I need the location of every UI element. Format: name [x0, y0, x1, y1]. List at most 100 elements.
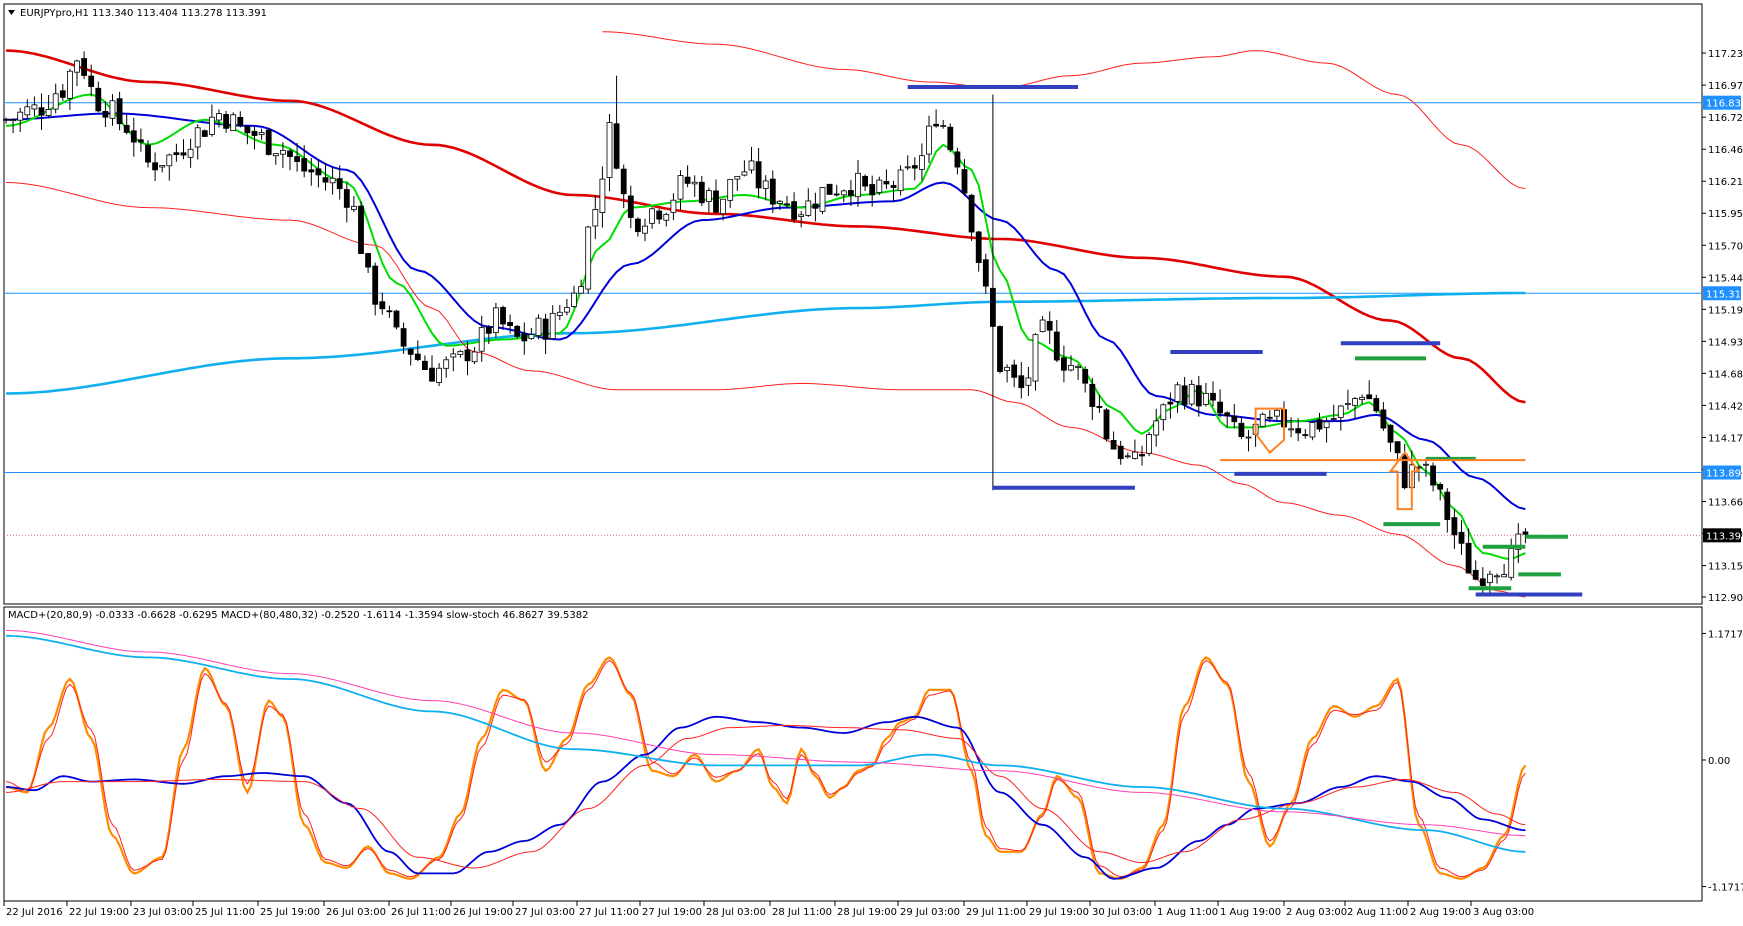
candle-body — [1195, 385, 1202, 407]
candle-body — [1224, 412, 1231, 417]
candle-body — [74, 60, 80, 73]
candle-body — [45, 109, 52, 116]
candle-body — [421, 360, 428, 370]
candle-body — [777, 200, 783, 204]
time-label: 22 Jul 2016 — [6, 907, 63, 918]
candle-body — [919, 155, 925, 170]
candle-body — [748, 160, 755, 171]
candle-body — [109, 100, 116, 119]
candle-body — [1373, 398, 1380, 412]
candle-body — [265, 129, 272, 155]
candle-body — [507, 322, 514, 326]
candle-body — [670, 199, 677, 213]
time-label: 22 Jul 19:00 — [69, 907, 129, 918]
triangle-down-icon[interactable] — [8, 10, 15, 15]
candle-body — [386, 310, 393, 313]
time-label: 1 Aug 19:00 — [1220, 907, 1281, 918]
candle-body — [741, 171, 748, 176]
symbol-info: EURJPYpro,H1 113.340 113.404 113.278 113… — [20, 8, 267, 19]
candle-body — [833, 193, 840, 196]
price-tick-label: 113.660 — [1708, 498, 1743, 509]
candle-body — [24, 106, 31, 116]
candle-body — [372, 265, 379, 305]
candle-body — [1110, 439, 1117, 450]
candle-body — [826, 183, 833, 195]
candle-body — [443, 359, 450, 369]
horizontal-lines-layer — [4, 102, 1702, 536]
candle-body — [578, 286, 584, 294]
candle-body — [1444, 491, 1451, 520]
candle-body — [883, 181, 890, 185]
candle-body — [542, 318, 549, 340]
indicator-info: MACD+(20,80,9) -0.0333 -0.6628 -0.6295 M… — [8, 610, 588, 621]
indicator-line — [5, 724, 1526, 869]
time-label: 27 Jul 03:00 — [515, 907, 575, 918]
candle-body — [201, 130, 208, 137]
candle-body — [322, 177, 329, 183]
candle-body — [791, 201, 797, 220]
price-badge — [1703, 465, 1741, 480]
indicator-panel-frame — [3, 606, 1703, 902]
candle-body — [407, 348, 414, 355]
candle-body — [216, 113, 222, 121]
candle-body — [1401, 453, 1408, 489]
candle-body — [95, 87, 102, 112]
indicator-tick-label: -1.1717 — [1708, 883, 1743, 894]
indicator-line — [5, 659, 1526, 878]
candle-body — [194, 127, 201, 148]
time-label: 26 Jul 03:00 — [326, 907, 386, 918]
candle-body — [798, 214, 805, 217]
time-label: 26 Jul 11:00 — [391, 907, 451, 918]
time-label: 26 Jul 19:00 — [453, 907, 513, 918]
candle-body — [3, 118, 9, 121]
price-panel-frame — [3, 3, 1703, 605]
moving-average-line — [5, 291, 1526, 395]
candle-body — [691, 181, 698, 185]
candle-body — [1274, 409, 1280, 417]
candle-body — [1096, 406, 1103, 408]
candle-body — [137, 139, 144, 143]
candle-body — [1515, 533, 1522, 550]
candle-body — [1508, 548, 1515, 578]
time-label: 29 Jul 03:00 — [900, 907, 960, 918]
candle-body — [1089, 383, 1096, 407]
moving-averages-layer — [5, 31, 1526, 598]
candle-body — [1004, 366, 1010, 371]
candle-body — [1472, 569, 1479, 580]
candle-body — [301, 158, 308, 172]
candle-body — [81, 58, 87, 76]
candle-body — [358, 205, 364, 254]
price-badge — [1703, 95, 1741, 110]
candle-body — [1465, 542, 1472, 574]
candle-body — [663, 213, 670, 221]
candle-body — [59, 90, 66, 98]
price-tick-label: 116.720 — [1708, 113, 1743, 124]
time-label: 28 Jul 03:00 — [706, 907, 766, 918]
candle-body — [492, 307, 499, 334]
price-badge — [1703, 528, 1741, 543]
candle-body — [762, 180, 769, 189]
candle-body — [1487, 573, 1493, 584]
candle-body — [1011, 364, 1018, 378]
candle-body — [528, 334, 535, 340]
candle-body — [613, 123, 620, 169]
candle-body — [769, 178, 776, 205]
level-lines-layer — [907, 84, 1583, 597]
candle-body — [968, 194, 975, 233]
candle-body — [564, 307, 570, 313]
candle-body — [812, 203, 819, 209]
candle-body — [649, 208, 655, 224]
candle-body — [585, 226, 592, 290]
candle-body — [784, 203, 790, 206]
candle-body — [848, 190, 854, 196]
time-label: 29 Jul 19:00 — [1029, 907, 1089, 918]
candle-body — [166, 154, 173, 167]
time-label: 30 Jul 03:00 — [1092, 907, 1152, 918]
candle-body — [606, 122, 613, 178]
candle-body — [500, 307, 506, 325]
candle-body — [343, 189, 350, 208]
indicator-tick-label: 0.00 — [1708, 756, 1730, 767]
candle-body — [571, 292, 577, 307]
